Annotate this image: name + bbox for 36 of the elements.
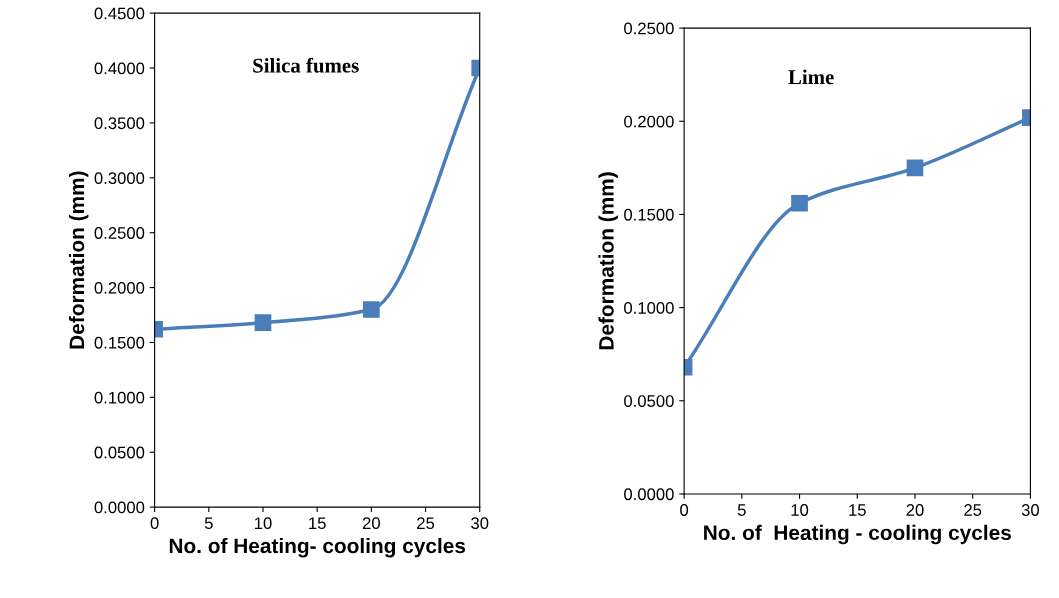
x-tick-label: 25 <box>964 504 982 516</box>
y-axis-title: Deformation (mm) <box>598 172 618 350</box>
x-tick-label: 25 <box>417 517 435 530</box>
y-tick-label: 0.4500 <box>94 7 145 20</box>
annotation: Silica fumes <box>253 57 359 73</box>
annotation: Lime <box>788 69 834 85</box>
x-tick-label: 20 <box>362 517 380 530</box>
x-tick-label: 5 <box>204 517 213 530</box>
x-tick-label: 10 <box>791 504 809 516</box>
y-tick-label: 0.4000 <box>94 62 145 75</box>
x-tick-label: 30 <box>1021 504 1040 516</box>
x-axis-title: No. of Heating - cooling cycles <box>704 524 1011 545</box>
y-tick-label: 0.2000 <box>94 281 145 294</box>
x-tick-label: 15 <box>849 504 866 516</box>
x-tick-label: 5 <box>737 504 746 516</box>
x-tick-label: 0 <box>150 517 159 530</box>
y-tick-label: 0.0500 <box>94 446 145 459</box>
y-tick-label: 0.3000 <box>94 172 145 185</box>
x-tick-label: 10 <box>254 517 272 530</box>
x-tick-label: 30 <box>471 517 489 530</box>
y-tick-label: 0.1000 <box>624 302 674 314</box>
y-tick-label: 0.0000 <box>94 501 145 514</box>
x-tick-label: 15 <box>309 517 326 530</box>
x-tick-label: 20 <box>906 504 924 516</box>
y-axis-title: Deformation (mm) <box>68 171 89 349</box>
y-tick-label: 0.2500 <box>624 22 674 35</box>
y-tick-label: 0.0500 <box>624 395 674 407</box>
y-tick-label: 0.0000 <box>624 488 674 501</box>
y-tick-label: 0.3500 <box>94 117 145 130</box>
y-tick-label: 0.1500 <box>624 208 674 221</box>
x-axis-title: No. of Heating- cooling cycles <box>169 537 466 558</box>
y-tick-label: 0.1000 <box>94 391 145 404</box>
x-tick-label: 0 <box>680 504 689 516</box>
y-tick-label: 0.2500 <box>94 227 145 239</box>
y-tick-label: 0.2000 <box>624 115 674 128</box>
y-tick-label: 0.1500 <box>94 336 145 349</box>
